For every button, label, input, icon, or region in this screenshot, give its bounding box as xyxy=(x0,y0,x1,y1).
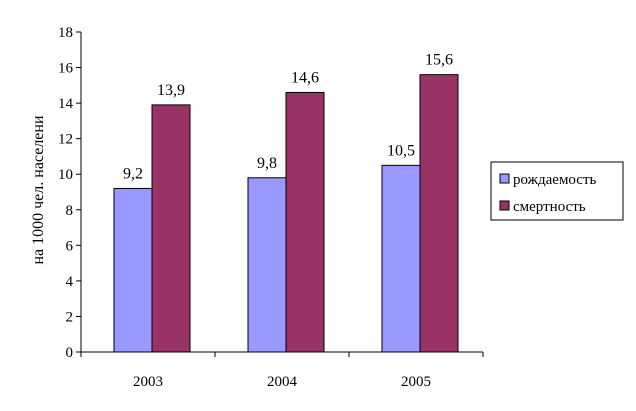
axes-layer: 0 2 4 6 8 10 12 14 16 18 2003 2004 2005 xyxy=(58,25,484,390)
data-label-birth-2004: 9,8 xyxy=(257,155,277,172)
bar-death-2005 xyxy=(419,74,459,353)
y-tick-label-0: 0 xyxy=(66,345,74,361)
data-label-death-2005: 15,6 xyxy=(425,52,453,69)
bars-layer xyxy=(113,74,459,353)
y-axis-label: на 1000 чел. населени xyxy=(30,115,47,265)
bar-birth-2005 xyxy=(381,164,421,353)
legend-box xyxy=(490,161,624,221)
legend: рождаемость смертность xyxy=(490,161,624,221)
y-tick-label-16: 16 xyxy=(58,61,74,77)
x-tick-label-2003: 2003 xyxy=(133,374,163,390)
data-label-birth-2005: 10,5 xyxy=(387,142,415,159)
y-tick-label-12: 12 xyxy=(58,132,73,148)
data-label-death-2004: 14,6 xyxy=(291,69,319,86)
legend-label-death: смертность xyxy=(513,199,586,215)
x-tick-label-2005: 2005 xyxy=(401,374,431,390)
y-tick-label-8: 8 xyxy=(66,203,74,219)
data-labels-layer: 9,2 13,9 9,8 14,6 10,5 15,6 xyxy=(123,52,453,183)
bar-death-2004 xyxy=(285,91,325,353)
bar-death-2003 xyxy=(151,104,191,353)
y-tick-label-4: 4 xyxy=(66,274,74,290)
legend-swatch-birth xyxy=(499,173,510,184)
y-tick-label-14: 14 xyxy=(58,96,74,112)
y-tick-label-6: 6 xyxy=(66,238,74,254)
data-label-birth-2003: 9,2 xyxy=(123,165,143,182)
y-tick-label-10: 10 xyxy=(58,167,73,183)
y-tick-label-18: 18 xyxy=(58,25,73,41)
x-tick-label-2004: 2004 xyxy=(267,374,298,390)
legend-swatch-death xyxy=(499,200,510,211)
bar-birth-2003 xyxy=(113,187,153,353)
data-label-death-2003: 13,9 xyxy=(157,82,185,99)
legend-label-birth: рождаемость xyxy=(513,172,597,188)
bar-birth-2004 xyxy=(247,177,287,353)
y-tick-label-2: 2 xyxy=(66,309,74,325)
